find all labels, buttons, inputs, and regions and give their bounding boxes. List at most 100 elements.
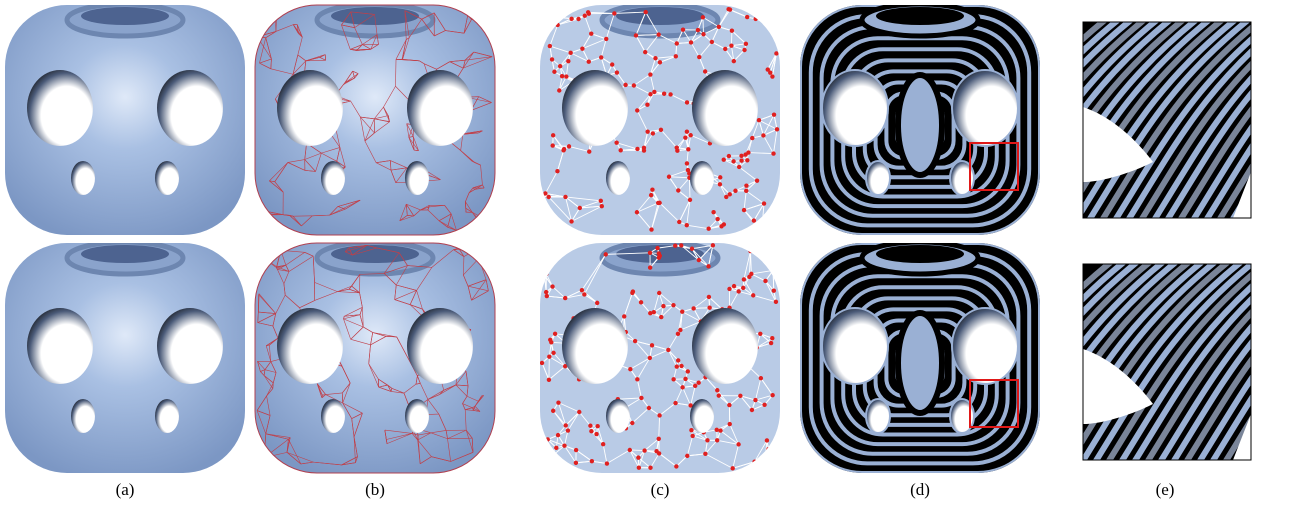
vertex [557,88,561,92]
mesh-edge [476,248,479,259]
caption: (b) [365,480,385,499]
mesh-edge [767,15,777,23]
vertex [728,192,732,196]
vertex [548,44,552,48]
vertex [574,461,578,465]
vertex [715,388,719,392]
vertex [622,314,626,318]
vertex [685,454,689,458]
vertex [578,206,582,210]
vertex [680,385,684,389]
vertex [637,465,641,469]
vertex [628,448,632,452]
stripe [898,313,942,413]
mesh-edge [476,248,482,254]
vertex [751,293,755,297]
vertex [544,272,548,276]
shape [540,242,780,473]
vertex [673,244,677,248]
mesh-edge [476,250,482,254]
vertex [775,13,779,17]
vertex [772,113,776,117]
vertex [685,129,689,133]
vertex [759,376,763,380]
vertex [659,315,663,319]
vertex [770,393,774,397]
vertex [657,255,661,259]
vertex [562,444,566,448]
vertex [718,175,722,179]
top-ring-inner [81,7,169,25]
vertex [605,461,609,465]
top-ring-inner [616,7,704,25]
top-ring-inner [81,245,169,263]
vertex [742,48,746,52]
mesh-edge [479,254,482,259]
mesh-edge [468,13,484,16]
vertex [689,40,693,44]
vertex [737,165,741,169]
vertex [580,46,584,50]
mesh-edge [689,178,690,200]
vertex [643,10,647,14]
vertex [545,294,549,298]
stripe [898,75,942,175]
hole [407,308,473,384]
vertex [762,463,766,467]
vertex [703,452,707,456]
vertex [654,449,658,453]
vertex [744,42,748,46]
vertex [679,243,683,247]
vertex [550,57,554,61]
mesh-edge [476,250,479,259]
vertex [580,288,584,292]
shape [540,4,780,235]
vertex [568,51,572,55]
vertex [768,70,772,74]
mesh-edge [555,17,558,25]
vertex [551,143,555,147]
vertex [727,154,731,158]
vertex [566,59,570,63]
vertex [547,355,551,359]
hole [277,308,343,384]
vertex [648,356,652,360]
vertex [574,448,578,452]
mesh-edge [543,439,547,463]
vertex [736,289,740,293]
hole [155,399,179,433]
vertex [590,459,594,463]
vertex [549,340,553,344]
vertex [655,246,659,250]
vertex [681,27,685,31]
mesh-edge [765,465,778,469]
vertex [658,60,662,64]
vertex [723,47,727,51]
vertex [635,108,639,112]
vertex [583,14,587,18]
vertex [763,279,767,283]
vertex [686,147,690,151]
vertex [642,448,646,452]
vertex [774,51,778,55]
vertex [546,437,550,441]
vertex [630,421,634,425]
vertex [661,304,665,308]
vertex [600,204,604,208]
mesh-edge [483,223,491,228]
vertex [717,393,721,397]
hole [606,399,630,433]
vertex [770,74,774,78]
vertex [772,289,776,293]
vertex [757,118,761,122]
vertex [674,464,678,468]
vertex [685,223,689,227]
vertex [715,438,719,442]
stripe [1263,254,1290,464]
vertex [742,277,746,281]
vertex [691,306,695,310]
vertex [739,154,743,158]
vertex [736,442,740,446]
mesh-edge [755,462,778,470]
vertex [750,136,754,140]
